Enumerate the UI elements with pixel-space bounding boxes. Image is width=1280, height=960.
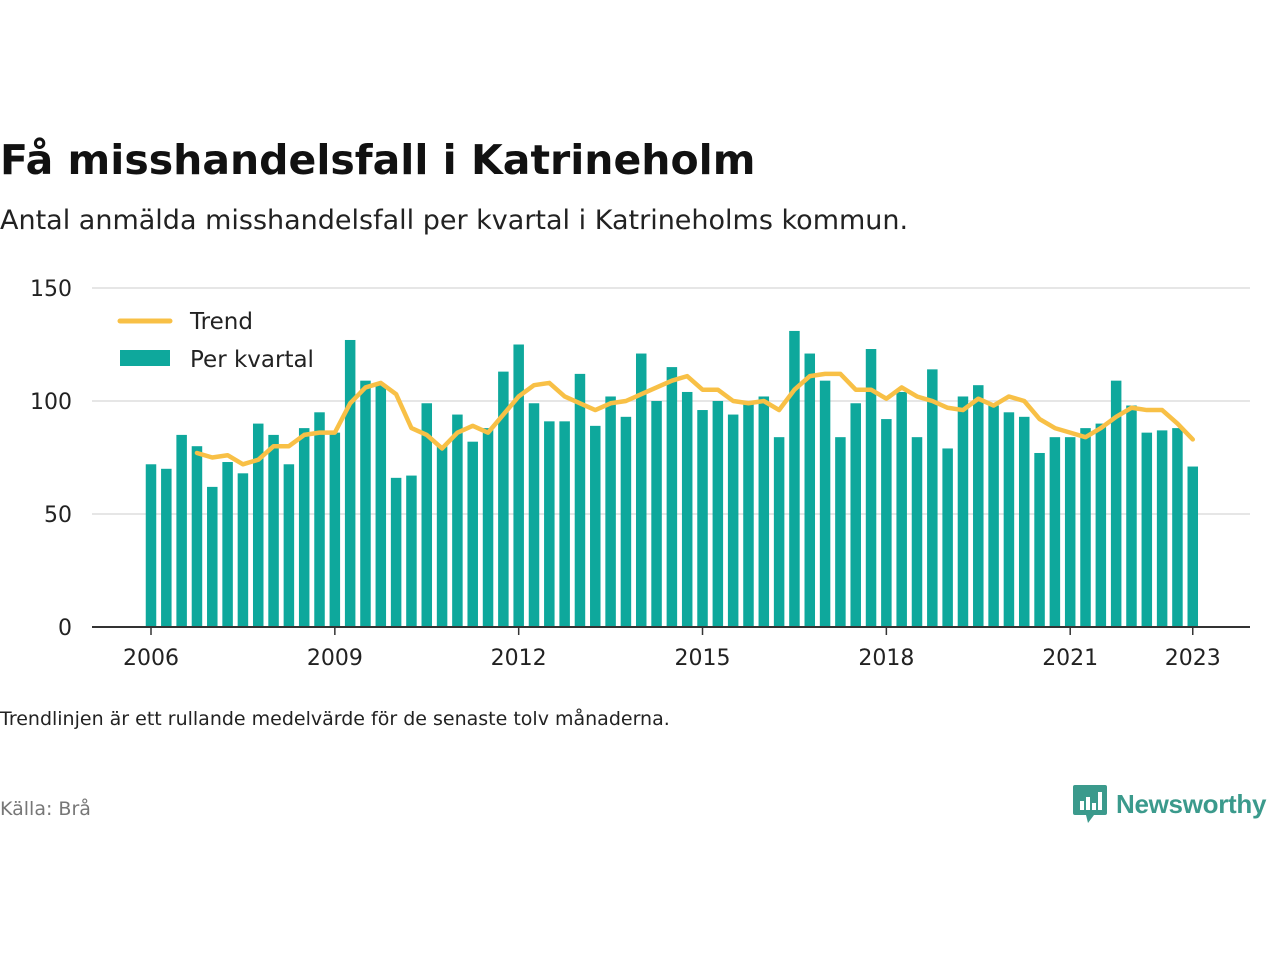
source-label: Källa: Brå xyxy=(0,798,91,820)
bar xyxy=(314,412,325,627)
x-tick-label: 2015 xyxy=(675,646,731,671)
bar xyxy=(758,396,770,627)
bar xyxy=(1034,452,1045,627)
bar xyxy=(498,371,509,627)
bar xyxy=(727,414,739,627)
bar xyxy=(850,403,861,627)
legend-trend-label: Trend xyxy=(189,309,253,335)
legend-bar-label: Per kvartal xyxy=(190,347,314,373)
bar xyxy=(957,396,969,627)
bar xyxy=(1064,437,1076,627)
bar xyxy=(911,437,923,627)
chart-subtitle: Antal anmälda misshandelsfall per kvarta… xyxy=(0,205,909,236)
legend: Trend Per kvartal xyxy=(117,309,314,373)
x-tick-label: 2023 xyxy=(1165,646,1221,671)
bar xyxy=(697,410,708,627)
bar xyxy=(973,385,984,627)
bars xyxy=(145,330,1199,627)
axes: 0 50 100 150 2006 2009 2012 2015 2018 2021 2023 xyxy=(30,277,1250,671)
chart-title: Få misshandelsfall i Katrineholm xyxy=(0,136,756,184)
bar xyxy=(283,464,295,627)
bar xyxy=(360,380,371,627)
bar xyxy=(252,423,264,627)
brand-logo[interactable]: Newsworthy xyxy=(1072,783,1266,825)
bar xyxy=(207,486,218,627)
bar xyxy=(1110,380,1122,627)
bar xyxy=(988,405,999,627)
bar xyxy=(942,448,953,627)
bar xyxy=(145,464,157,627)
bar xyxy=(881,419,892,627)
bar xyxy=(344,339,356,627)
bar xyxy=(390,477,402,627)
bar xyxy=(191,446,203,627)
bar xyxy=(1095,423,1107,627)
bar xyxy=(482,428,494,627)
bar xyxy=(467,441,478,627)
bar xyxy=(835,437,846,627)
bar xyxy=(1018,416,1030,627)
bar xyxy=(559,421,570,627)
bar xyxy=(789,330,800,627)
x-tick-label: 2021 xyxy=(1042,646,1098,671)
bar xyxy=(651,401,662,627)
bar xyxy=(1141,432,1153,627)
bar xyxy=(605,396,616,627)
bar xyxy=(375,385,387,627)
brand-name: Newsworthy xyxy=(1116,788,1267,819)
bar xyxy=(544,421,555,627)
bar xyxy=(681,391,693,627)
legend-bar-swatch xyxy=(120,350,170,366)
footnote: Trendlinjen är ett rullande medelvärde f… xyxy=(0,708,670,730)
bar xyxy=(804,353,816,627)
bar xyxy=(268,434,279,627)
bar xyxy=(865,349,877,627)
bar xyxy=(1172,428,1183,627)
bar xyxy=(743,401,754,627)
bar xyxy=(896,391,907,627)
y-tick-label: 100 xyxy=(30,390,72,415)
bar xyxy=(176,434,187,627)
bar xyxy=(620,416,632,627)
bar xyxy=(329,432,341,627)
bar xyxy=(574,373,586,627)
bar xyxy=(635,353,647,627)
x-tick-label: 2009 xyxy=(307,646,363,671)
bar xyxy=(712,401,724,627)
bar xyxy=(421,403,433,627)
trend-line-group xyxy=(194,371,1196,467)
y-tick-label: 0 xyxy=(58,616,72,641)
bar xyxy=(1003,412,1015,627)
bar xyxy=(528,403,540,627)
bar xyxy=(1049,437,1061,627)
bar xyxy=(1080,428,1091,627)
bar xyxy=(513,344,524,627)
bar xyxy=(436,446,448,627)
bar xyxy=(222,462,233,627)
bar xyxy=(666,367,678,627)
x-tick-label: 2006 xyxy=(123,646,179,671)
bar xyxy=(1126,405,1137,627)
bar xyxy=(237,473,249,627)
bar xyxy=(298,428,310,627)
bar xyxy=(819,380,831,627)
bar xyxy=(927,369,938,627)
bar xyxy=(590,425,601,627)
x-tick-label: 2018 xyxy=(858,646,914,671)
trend-line xyxy=(194,371,1196,467)
bar xyxy=(773,437,785,627)
chart: 0 50 100 150 2006 2009 2012 2015 2018 2021 2023 Tr… xyxy=(30,277,1250,671)
bar xyxy=(1187,466,1199,627)
bar xyxy=(161,468,172,627)
bar xyxy=(406,475,417,627)
x-tick-label: 2012 xyxy=(491,646,547,671)
y-tick-label: 50 xyxy=(44,503,72,528)
bar xyxy=(1156,430,1168,627)
bar xyxy=(452,414,463,627)
y-tick-label: 150 xyxy=(30,277,72,302)
newsworthy-logo-icon xyxy=(1073,785,1107,823)
